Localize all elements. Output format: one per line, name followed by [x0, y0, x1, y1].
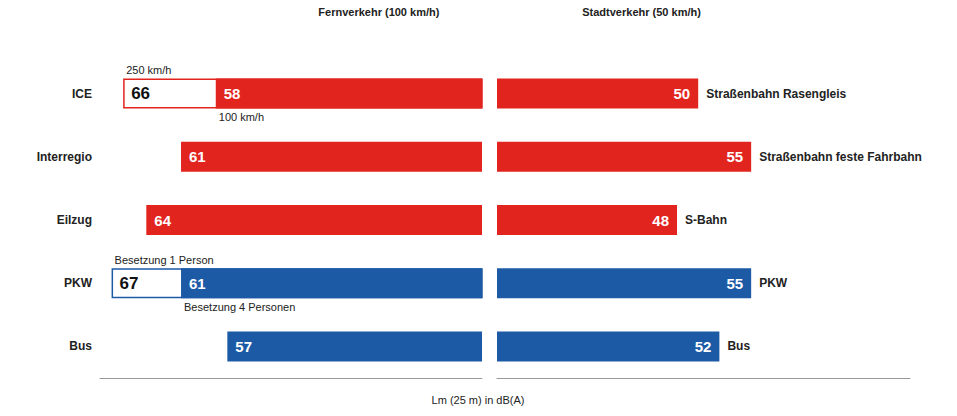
svg-text:67: 67 — [120, 274, 139, 293]
svg-text:66: 66 — [131, 84, 150, 103]
svg-text:57: 57 — [235, 338, 252, 355]
svg-text:58: 58 — [224, 85, 241, 102]
svg-text:61: 61 — [189, 275, 206, 292]
svg-text:Lm (25 m) in dB(A): Lm (25 m) in dB(A) — [432, 394, 525, 406]
svg-text:48: 48 — [652, 212, 669, 229]
svg-text:S-Bahn: S-Bahn — [685, 213, 727, 227]
svg-text:PKW: PKW — [64, 276, 93, 290]
svg-text:55: 55 — [726, 275, 743, 292]
svg-text:Fernverkehr (100 km/h): Fernverkehr (100 km/h) — [318, 6, 439, 18]
svg-text:Straßenbahn feste Fahrbahn: Straßenbahn feste Fahrbahn — [759, 150, 922, 164]
svg-text:64: 64 — [154, 212, 171, 229]
svg-text:PKW: PKW — [759, 276, 788, 290]
svg-text:Eilzug: Eilzug — [57, 213, 92, 227]
svg-text:100 km/h: 100 km/h — [219, 111, 264, 123]
svg-text:Besetzung 1 Person: Besetzung 1 Person — [115, 254, 214, 266]
svg-text:Interregio: Interregio — [37, 150, 92, 164]
svg-text:Bus: Bus — [69, 339, 92, 353]
svg-text:61: 61 — [189, 148, 206, 165]
svg-text:Stadtverkehr (50 km/h): Stadtverkehr (50 km/h) — [582, 6, 701, 18]
svg-text:52: 52 — [695, 338, 712, 355]
svg-text:55: 55 — [726, 148, 743, 165]
svg-text:Besetzung 4 Personen: Besetzung 4 Personen — [184, 301, 295, 313]
svg-text:Straßenbahn Rasengleis: Straßenbahn Rasengleis — [706, 87, 846, 101]
svg-text:250 km/h: 250 km/h — [126, 64, 171, 76]
svg-text:ICE: ICE — [72, 87, 92, 101]
svg-text:50: 50 — [674, 85, 691, 102]
svg-text:Bus: Bus — [727, 339, 750, 353]
